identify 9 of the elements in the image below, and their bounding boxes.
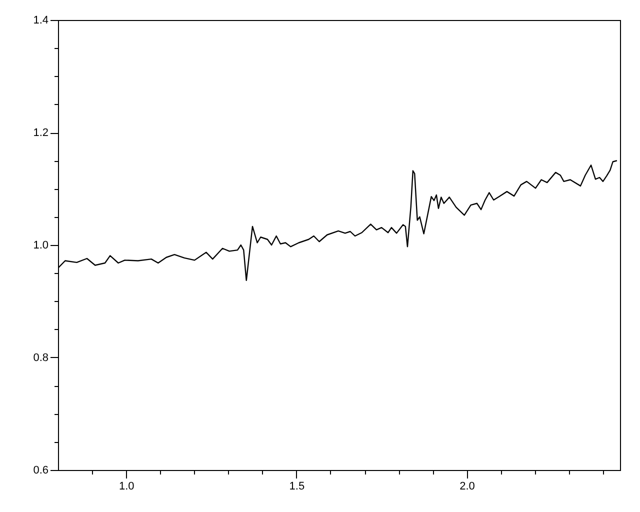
x-tick-label: 2.0	[460, 480, 475, 492]
y-tick-label: 0.8	[33, 352, 48, 364]
y-tick-label: 1.0	[33, 240, 48, 252]
y-tick-label: 1.2	[33, 127, 48, 139]
x-tick-label: 1.0	[118, 480, 134, 492]
line-series	[58, 160, 618, 282]
y-tick-label: 1.4	[33, 14, 48, 26]
y-tick-label: 0.6	[33, 464, 48, 476]
x-tick-label: 1.5	[289, 480, 305, 492]
